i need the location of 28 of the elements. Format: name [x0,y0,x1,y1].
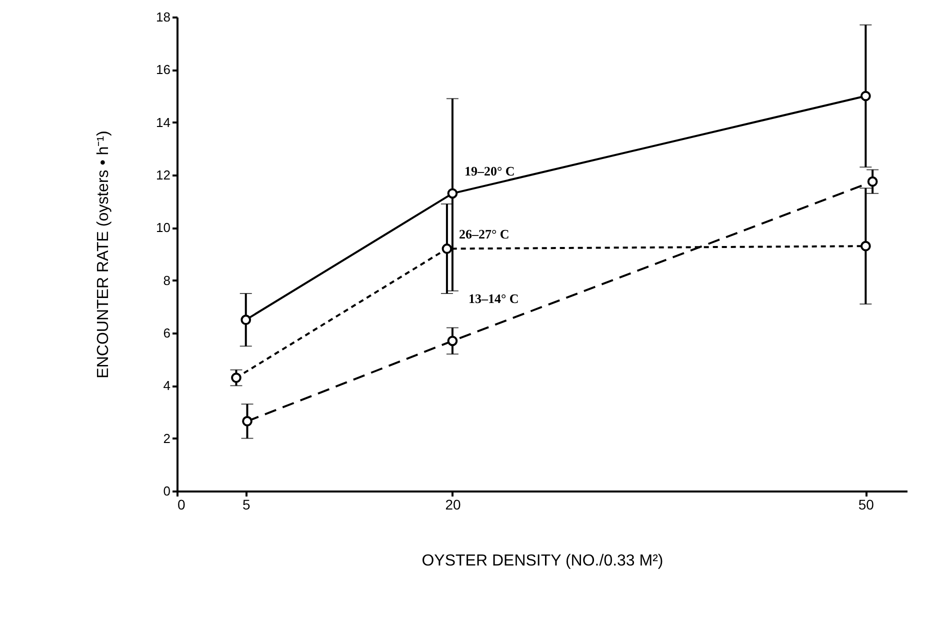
point [867,176,878,187]
y-tick-label: 6 [163,326,170,340]
series-label: 19–20° C [464,163,515,178]
point [447,336,458,346]
point [240,314,252,326]
y-tick-label: 16 [156,62,170,78]
point [860,90,871,102]
y-axis-title: ENCOUNTER RATE (oysters • h⁻¹) [95,130,112,378]
y-tick-label: 14 [156,114,170,130]
y-tick-label: 2 [163,430,170,446]
y-tick-label: 0 [163,484,170,498]
series-label: 13–14° C [468,290,519,306]
y-tick-label: 10 [156,220,170,236]
x-tick-label: 20 [445,496,461,512]
point [447,188,458,199]
y-tick-label: 18 [156,10,170,24]
series-label: 26–27° C [458,226,510,242]
point [860,240,871,252]
x-tick-label: 5 [242,496,250,512]
x-axis-title: OYSTER DENSITY (NO./0.33 M²) [422,552,664,570]
x-tick-label: 50 [858,496,874,512]
point [231,372,242,383]
y-tick-label: 8 [163,272,170,288]
y-tick-label: 4 [163,378,170,394]
point [242,416,252,426]
point [442,244,452,254]
x-tick-label: 0 [178,496,186,512]
y-tick-label: 12 [156,168,170,182]
